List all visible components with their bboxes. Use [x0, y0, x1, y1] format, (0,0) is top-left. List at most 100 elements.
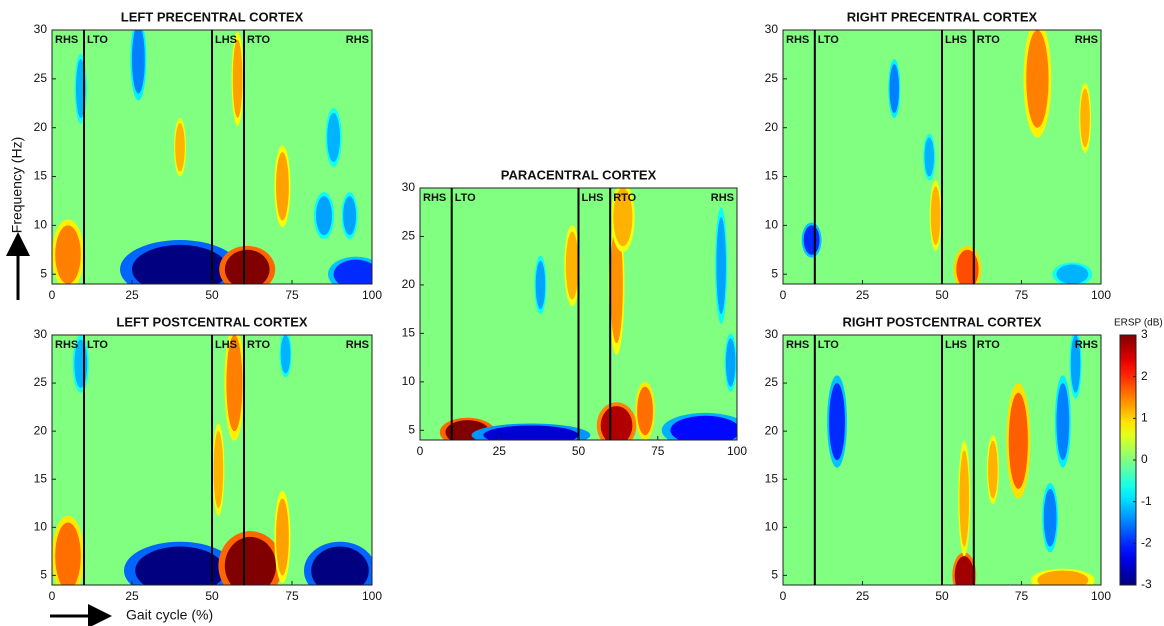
colorbar-tick-label: 3 — [1141, 327, 1148, 341]
colorbar-tick-label: 2 — [1141, 369, 1148, 383]
blob — [276, 498, 289, 576]
colorbar-tick-label: -2 — [1141, 536, 1152, 550]
event-label: RTO — [247, 34, 270, 46]
plot-area — [420, 188, 737, 440]
blob — [613, 188, 633, 247]
event-label: RHS — [423, 192, 446, 204]
y-tick-label: 25 — [34, 71, 48, 85]
blob — [924, 137, 935, 177]
blob — [135, 546, 225, 585]
event-label: RHS — [346, 34, 369, 46]
x-tick-label: 75 — [285, 288, 299, 302]
y-tick-label: 15 — [34, 471, 48, 485]
x-tick-label: 50 — [205, 288, 219, 302]
y-tick-label: 5 — [408, 422, 415, 436]
y-tick-label: 30 — [765, 22, 779, 36]
x-tick-label: 100 — [1091, 288, 1111, 302]
event-label: LHS — [945, 339, 967, 351]
blob — [930, 186, 941, 245]
blob — [988, 440, 998, 499]
y-tick-label: 30 — [402, 180, 416, 194]
x-tick-label: 50 — [205, 589, 219, 603]
blob — [55, 522, 81, 585]
blob — [1070, 335, 1081, 393]
blob — [1008, 392, 1028, 489]
blob — [226, 335, 243, 432]
event-label: RHS — [711, 192, 734, 204]
y-tick-label: 20 — [765, 120, 779, 134]
colorbar-tick-label: -3 — [1141, 577, 1152, 591]
event-label: LTO — [87, 34, 108, 46]
blob — [483, 425, 579, 440]
event-label: RTO — [977, 339, 1000, 351]
blob — [280, 335, 291, 374]
event-label: RHS — [786, 34, 809, 46]
blob — [224, 249, 270, 284]
colorbar-label: ERSP (dB) — [1114, 318, 1163, 329]
plot-area — [52, 30, 372, 284]
y-tick-label: 15 — [765, 169, 779, 183]
x-tick-label: 25 — [493, 444, 507, 458]
colorbar-tick-label: 0 — [1141, 452, 1148, 466]
x-tick-label: 100 — [1091, 589, 1111, 603]
y-tick-label: 5 — [771, 568, 778, 582]
blob — [327, 113, 340, 162]
event-label: RTO — [247, 339, 270, 351]
chart-title: PARACENTRAL CORTEX — [501, 167, 657, 182]
event-label: RHS — [346, 339, 369, 351]
event-label: RHS — [786, 339, 809, 351]
event-label: LTO — [818, 34, 839, 46]
x-axis-label: Gait cycle (%) — [126, 607, 213, 623]
y-tick-label: 10 — [34, 519, 48, 533]
blob — [1080, 88, 1090, 148]
x-tick-label: 25 — [856, 288, 870, 302]
blob — [565, 231, 579, 300]
blob — [1037, 570, 1089, 585]
x-tick-label: 50 — [935, 288, 949, 302]
event-label: LTO — [87, 339, 108, 351]
x-tick-label: 50 — [935, 589, 949, 603]
blob — [1056, 264, 1089, 284]
y-tick-label: 20 — [402, 277, 416, 291]
event-label: RHS — [55, 34, 78, 46]
blob — [535, 260, 546, 310]
blob — [232, 39, 243, 118]
y-tick-label: 20 — [765, 423, 779, 437]
event-label: RHS — [1075, 34, 1098, 46]
x-tick-label: 75 — [1015, 589, 1029, 603]
blob — [829, 383, 846, 460]
y-tick-label: 25 — [34, 375, 48, 389]
y-tick-label: 25 — [402, 229, 416, 243]
blob — [224, 536, 276, 585]
event-label: LHS — [215, 339, 237, 351]
blob — [316, 196, 332, 236]
blob — [959, 450, 970, 547]
blob — [343, 196, 356, 236]
blob — [276, 152, 289, 221]
y-tick-label: 15 — [34, 169, 48, 183]
blob — [956, 249, 979, 284]
event-label: LHS — [582, 192, 604, 204]
x-tick-label: 100 — [362, 589, 382, 603]
blob — [716, 217, 726, 314]
x-tick-label: 75 — [651, 444, 665, 458]
y-tick-label: 25 — [765, 375, 779, 389]
blob — [333, 259, 372, 284]
event-label: RHS — [55, 339, 78, 351]
blob — [803, 225, 820, 255]
y-tick-label: 30 — [765, 327, 779, 341]
blob — [175, 122, 185, 172]
blob — [889, 64, 900, 114]
blob — [213, 431, 224, 509]
blob — [610, 226, 623, 344]
x-tick-label: 75 — [1015, 288, 1029, 302]
y-tick-label: 20 — [34, 423, 48, 437]
x-tick-label: 100 — [727, 444, 747, 458]
y-tick-label: 10 — [765, 519, 779, 533]
chart-title: RIGHT POSTCENTRAL CORTEX — [842, 314, 1041, 329]
y-tick-label: 10 — [402, 374, 416, 388]
x-tick-label: 0 — [417, 444, 424, 458]
plot-area — [52, 335, 372, 585]
x-tick-label: 0 — [780, 589, 787, 603]
